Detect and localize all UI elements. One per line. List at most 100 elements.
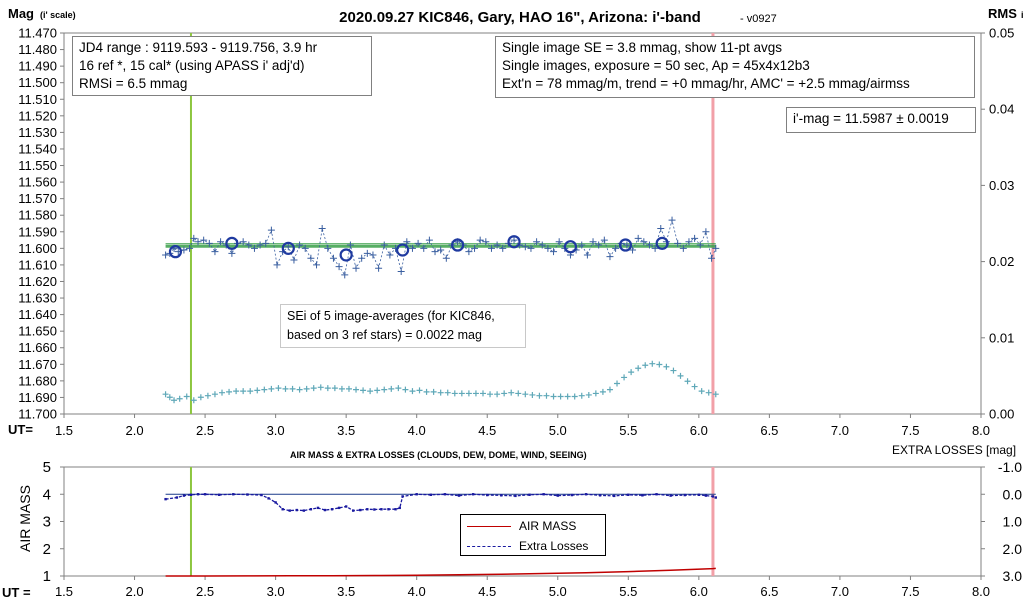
top-x-tick-label: 7.0 [831, 423, 849, 438]
top-x-tick-label: 3.0 [267, 423, 285, 438]
extra-losses-point [570, 493, 574, 497]
top-plot-area [63, 32, 982, 415]
air-mass-line [165, 567, 716, 577]
jd-range-box: JD4 range : 9119.593 - 9119.756, 3.9 hr … [72, 36, 372, 96]
extra-losses-point [182, 494, 186, 497]
rms-point [226, 388, 233, 395]
extra-losses-point [175, 496, 179, 499]
extra-losses-point [401, 495, 404, 498]
rms-point [642, 362, 649, 369]
rms-point [621, 374, 628, 381]
average-point-circle [339, 248, 353, 262]
rms-point [656, 361, 663, 368]
rms-point [204, 392, 211, 399]
single-image-point [606, 253, 614, 261]
top-x-tick-label: 2.0 [125, 423, 143, 438]
extra-losses-point [697, 493, 701, 496]
single-image-point [674, 239, 682, 247]
rms-point [571, 393, 578, 400]
bottom-x-axis-label: UT = [2, 585, 31, 600]
rms-point [635, 365, 642, 372]
single-image-point [363, 249, 371, 257]
single-image-point [538, 241, 546, 249]
top-x-tick-label: 1.5 [55, 423, 73, 438]
top-y2-tick-label: 0.00 [989, 407, 1014, 422]
extra-losses-point [704, 494, 708, 497]
single-image-point [346, 241, 354, 249]
average-point-circle [618, 238, 633, 252]
rms-point [254, 387, 261, 394]
single-image-point [634, 234, 642, 242]
single-image-point [408, 244, 416, 252]
rms-point [437, 389, 444, 396]
single-image-point [691, 234, 699, 242]
extra-losses-point [281, 508, 284, 511]
rms-point [353, 386, 360, 393]
single-image-point [397, 268, 405, 276]
extra-losses-line [165, 493, 717, 512]
extra-losses-point [203, 493, 207, 496]
rms-point [409, 388, 416, 395]
rms-point [564, 393, 571, 400]
single-image-point [437, 246, 445, 254]
rms-point [324, 385, 331, 392]
top-x-tick-label: 4.5 [478, 423, 496, 438]
average-point-circle [395, 243, 410, 257]
extra-losses-point [683, 493, 686, 497]
extra-losses-point [323, 508, 327, 512]
extra-losses-point [316, 506, 320, 510]
rms-point [190, 397, 197, 404]
bottom-y2-tick-label: 0.0 [1003, 486, 1023, 502]
extra-losses-point [366, 508, 369, 511]
legend-swatch-airmass [467, 525, 511, 527]
top-x-tick-label: 6.0 [690, 423, 708, 438]
top-x-tick-label: 8.0 [972, 423, 990, 438]
bottom-x-tick-label: 6.0 [690, 584, 708, 599]
extra-losses-point [584, 493, 588, 496]
rms-point [522, 391, 529, 398]
extra-losses-point [295, 508, 298, 512]
top-y2-axis-sublabel: i [1021, 10, 1024, 20]
extra-losses-point [288, 509, 291, 512]
single-image-point [239, 238, 247, 246]
rms-point [310, 385, 317, 392]
bottom-x-tick-label: 4.5 [478, 584, 496, 599]
extra-losses-point [429, 493, 432, 496]
top-y-axis-sublabel: (i' scale) [40, 10, 76, 20]
top-y-tick-label: 11.650 [18, 324, 57, 339]
single-image-point [442, 254, 450, 262]
top-y-tick-label: 11.640 [18, 307, 57, 322]
top-chart-title: 2020.09.27 KIC846, Gary, HAO 16", Arizon… [339, 9, 701, 26]
single-image-point [702, 228, 710, 236]
single-image-point [386, 251, 394, 259]
single-image-point [527, 244, 535, 252]
bottom-x-tick-label: 7.0 [831, 584, 849, 599]
extra-losses-point [514, 494, 517, 498]
bottom-y2-tick-label: 2.0 [1003, 541, 1023, 557]
top-x-tick-label: 2.5 [196, 423, 214, 438]
top-y-tick-label: 11.580 [18, 208, 57, 223]
extra-losses-point [528, 493, 531, 496]
rms-point [247, 388, 254, 395]
extra-losses-point [669, 494, 672, 497]
single-image-point [645, 241, 653, 249]
single-image-point [595, 241, 603, 249]
bottom-y2-axis-label: EXTRA LOSSES [mag] [892, 443, 1016, 457]
extra-losses-point [714, 496, 717, 499]
single-image-point [712, 244, 720, 252]
single-image-point [471, 244, 479, 252]
extra-losses-point [373, 508, 376, 511]
single-image-point [211, 248, 219, 256]
top-y-tick-label: 11.660 [18, 340, 57, 355]
extra-losses-point [189, 493, 193, 496]
top-y2-tick-label: 0.02 [989, 254, 1014, 269]
rms-point [444, 389, 451, 396]
top-x-tick-label: 5.5 [619, 423, 637, 438]
top-y2-tick-label: 0.04 [989, 102, 1014, 117]
top-x-tick-label: 7.5 [901, 423, 919, 438]
rms-point [296, 386, 303, 393]
top-y-tick-label: 11.500 [18, 75, 57, 90]
single-image-point [696, 241, 704, 249]
top-y-tick-label: 11.510 [18, 92, 57, 107]
legend-swatch-losses [467, 545, 511, 547]
